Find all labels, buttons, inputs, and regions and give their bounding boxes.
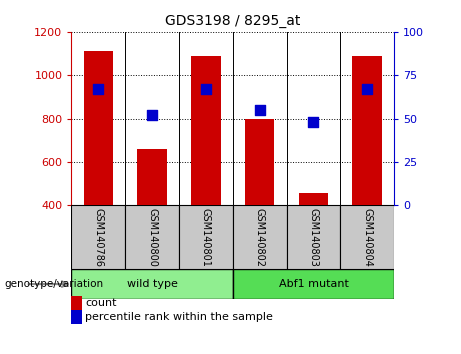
Bar: [287, 205, 340, 269]
Bar: [83, 51, 113, 205]
Text: genotype/variation: genotype/variation: [5, 279, 104, 289]
Bar: [71, 269, 233, 299]
Bar: [233, 269, 394, 299]
Bar: [233, 205, 287, 269]
Text: GSM140804: GSM140804: [362, 208, 372, 267]
Text: GSM140801: GSM140801: [201, 208, 211, 267]
Bar: [191, 56, 221, 205]
Bar: [179, 205, 233, 269]
Title: GDS3198 / 8295_at: GDS3198 / 8295_at: [165, 14, 301, 28]
Point: [364, 86, 371, 92]
Point: [95, 86, 102, 92]
Bar: [125, 205, 179, 269]
Text: count: count: [85, 298, 117, 308]
Point: [310, 119, 317, 125]
Text: percentile rank within the sample: percentile rank within the sample: [85, 312, 273, 322]
Text: wild type: wild type: [127, 279, 177, 289]
Text: Abf1 mutant: Abf1 mutant: [278, 279, 349, 289]
Point: [202, 86, 210, 92]
Bar: [340, 205, 394, 269]
Point: [148, 112, 156, 118]
Bar: [245, 119, 274, 205]
Bar: [71, 205, 125, 269]
Point: [256, 107, 263, 113]
Bar: [353, 56, 382, 205]
Text: GSM140802: GSM140802: [254, 208, 265, 267]
Text: GSM140803: GSM140803: [308, 208, 319, 267]
Text: GSM140786: GSM140786: [93, 208, 103, 267]
Bar: [137, 149, 167, 205]
Bar: [299, 193, 328, 205]
Text: GSM140800: GSM140800: [147, 208, 157, 267]
